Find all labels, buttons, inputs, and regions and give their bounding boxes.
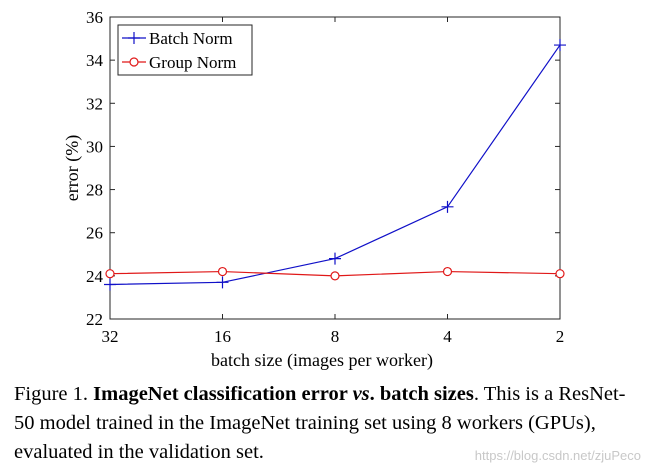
data-point-group-norm [442, 266, 453, 277]
y-tick-label: 24 [86, 267, 104, 286]
legend-marker-group-norm [129, 57, 139, 67]
watermark-text: https://blog.csdn.net/zjuPeco [474, 448, 641, 463]
y-axis-ticks: 22 24 26 28 30 32 34 36 [86, 8, 560, 329]
y-tick-label: 34 [86, 51, 104, 70]
data-point-batch-norm [441, 200, 454, 213]
data-point-batch-norm [554, 39, 566, 52]
y-tick-label: 28 [86, 181, 103, 200]
chart: 22 24 26 28 30 32 34 36 32 16 8 4 2 error (%) batch… [62, 8, 566, 371]
data-point-group-norm [330, 271, 340, 281]
caption-title-a: ImageNet classification error [93, 383, 348, 405]
y-tick-label: 22 [86, 310, 103, 329]
series-layer [104, 39, 566, 291]
x-axis-label: batch size (images per worker) [211, 350, 433, 371]
x-axis-ticks: 32 16 8 4 2 [102, 17, 565, 346]
x-tick-label: 2 [556, 327, 565, 346]
y-axis-label: error (%) [62, 135, 83, 201]
x-tick-label: 16 [214, 327, 231, 346]
data-point-group-norm [217, 266, 228, 277]
caption-title-b: . batch sizes [369, 383, 474, 405]
caption-figure-label: Figure 1. [14, 383, 89, 405]
legend-box [117, 24, 253, 76]
data-point-batch-norm [216, 276, 229, 289]
y-tick-label: 36 [86, 8, 103, 27]
x-tick-label: 4 [443, 327, 452, 346]
caption-title-vs: vs [352, 383, 370, 405]
legend: Batch Norm Group Norm [117, 24, 253, 76]
caption-title: ImageNet classification error vs. batch … [93, 383, 474, 405]
legend-marker-batch-norm [128, 32, 140, 44]
y-tick-label: 30 [86, 137, 103, 156]
data-point-group-norm [555, 269, 565, 279]
legend-label-group-norm: Group Norm [149, 53, 236, 72]
caption-body: . This is a ResNet-50 model trained in t… [14, 383, 626, 463]
figure-caption: Figure 1. ImageNet classification error … [14, 380, 644, 467]
y-tick-label: 32 [86, 94, 103, 113]
x-tick-label: 32 [102, 327, 119, 346]
legend-label-batch-norm: Batch Norm [149, 29, 233, 48]
data-point-batch-norm [329, 252, 341, 265]
data-point-group-norm [105, 269, 115, 279]
y-tick-label: 26 [86, 224, 103, 243]
x-tick-label: 8 [331, 327, 340, 346]
data-point-batch-norm [104, 278, 116, 291]
